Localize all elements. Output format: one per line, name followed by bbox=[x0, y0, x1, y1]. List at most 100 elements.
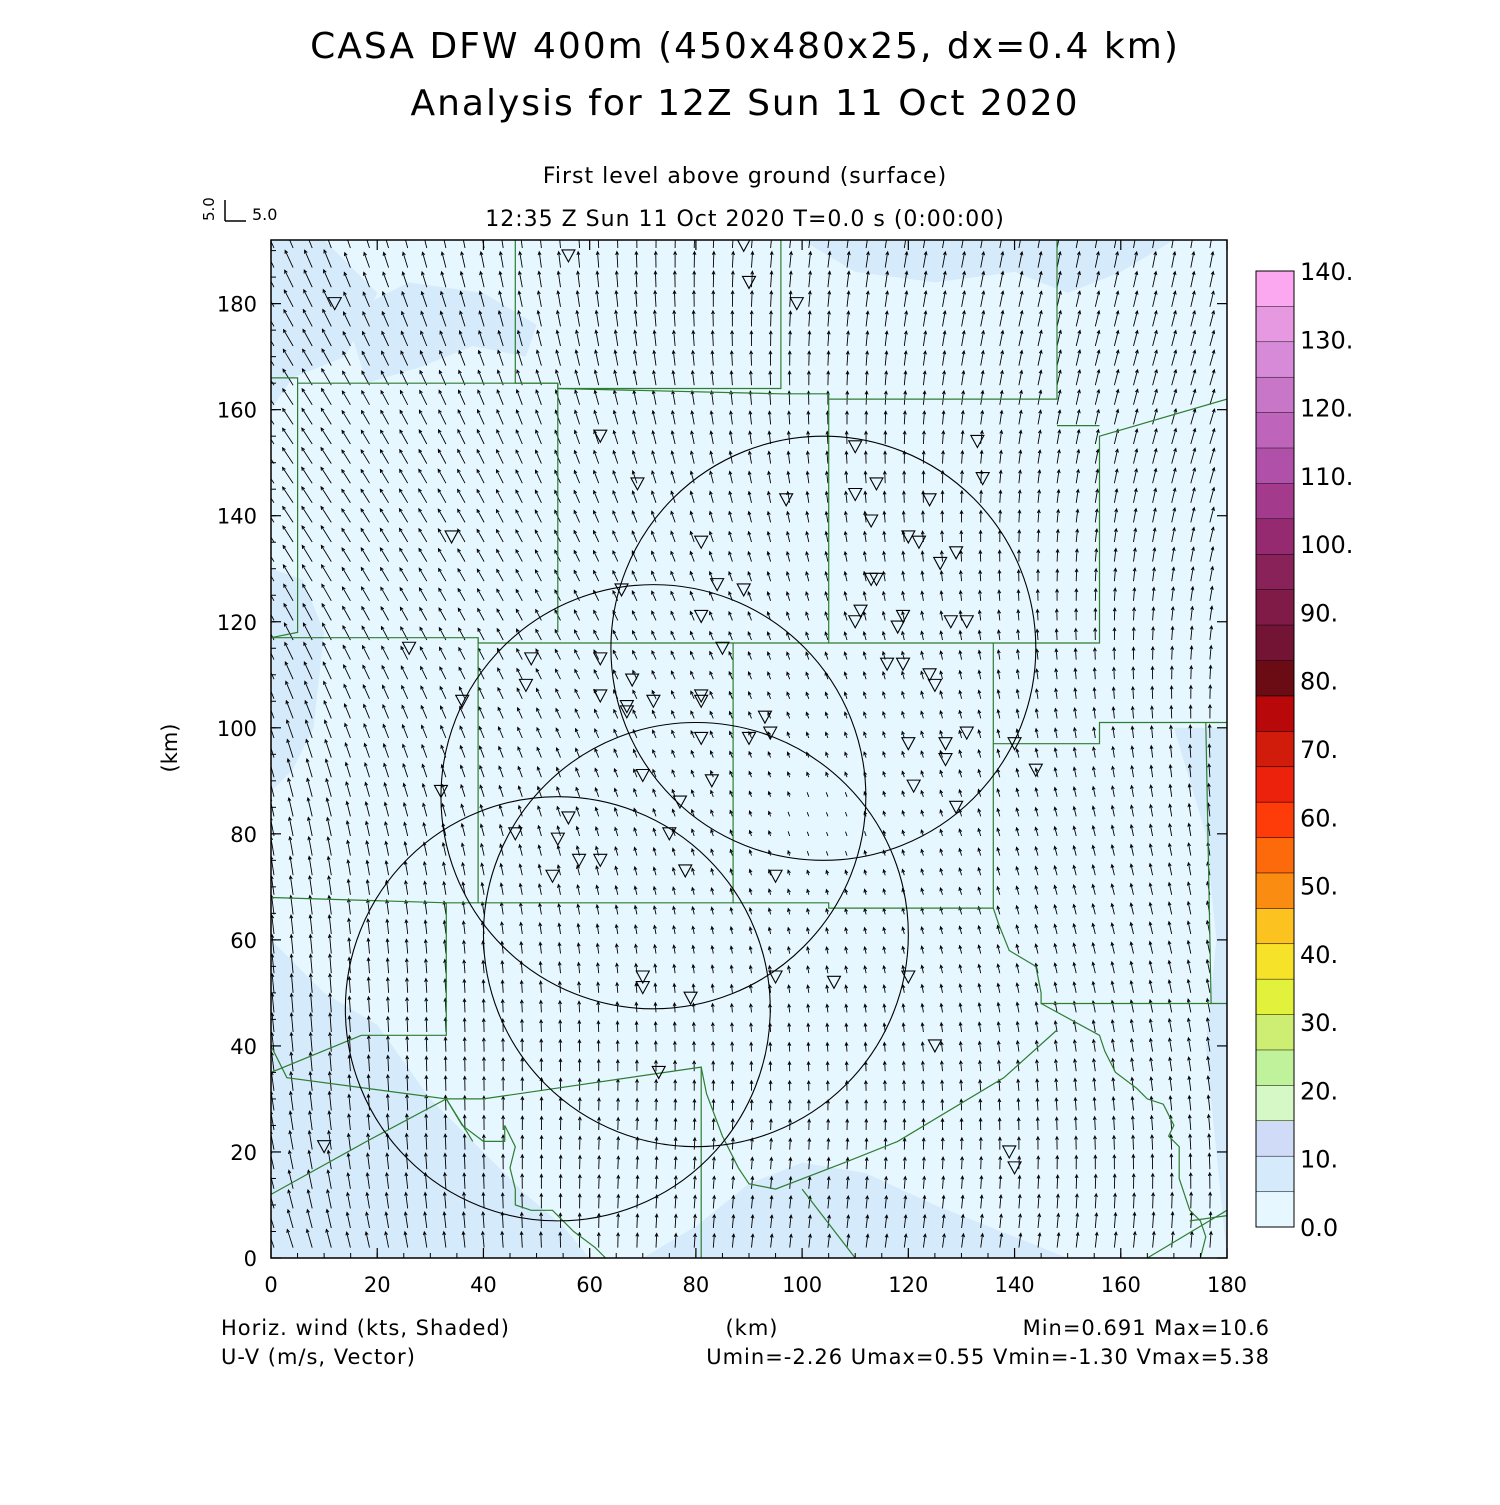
y-tick-label: 60 bbox=[230, 929, 257, 953]
colorbar-frame bbox=[1255, 270, 1295, 1228]
footer-uv-range: Umin=-2.26 Umax=0.55 Vmin=-1.30 Vmax=5.3… bbox=[706, 1345, 1270, 1369]
colorbar-swatch bbox=[1256, 589, 1294, 626]
x-tick-label: 140 bbox=[995, 1273, 1035, 1297]
station-marker bbox=[778, 493, 794, 507]
station-marker bbox=[1028, 763, 1044, 778]
station-marker bbox=[518, 678, 534, 693]
level-label: First level above ground (surface) bbox=[543, 164, 947, 189]
station-marker bbox=[672, 795, 688, 810]
x-tick-label: 180 bbox=[1207, 1273, 1247, 1297]
y-tick-label: 180 bbox=[217, 293, 257, 317]
station-marker bbox=[592, 652, 608, 667]
station-marker bbox=[853, 604, 868, 619]
county-boundary-line bbox=[993, 721, 1227, 745]
station-marker bbox=[938, 753, 953, 767]
colorbar-swatch bbox=[1256, 1191, 1294, 1228]
station-marker bbox=[677, 864, 693, 879]
colorbar-swatch bbox=[1256, 908, 1294, 945]
station-marker bbox=[614, 583, 629, 598]
vector-key-v-label: 5.0 bbox=[200, 197, 218, 221]
footer-vector-label: U-V (m/s, Vector) bbox=[221, 1345, 416, 1369]
station-marker bbox=[906, 779, 922, 794]
station-marker bbox=[762, 726, 778, 741]
station-marker bbox=[911, 535, 927, 550]
station-marker bbox=[683, 991, 699, 1006]
x-tick-label: 100 bbox=[782, 1273, 822, 1297]
station-marker bbox=[969, 434, 985, 449]
colorbar-swatch bbox=[1256, 1014, 1294, 1051]
colorbar-swatch bbox=[1256, 1120, 1294, 1157]
county-boundary-line bbox=[477, 637, 734, 904]
colorbar-label: 30. bbox=[1300, 1009, 1338, 1037]
station-marker bbox=[932, 556, 948, 571]
station-marker bbox=[1007, 737, 1022, 751]
station-marker bbox=[571, 853, 587, 868]
x-tick-label: 160 bbox=[1101, 1273, 1141, 1297]
station-marker bbox=[507, 827, 523, 841]
station-marker bbox=[592, 429, 608, 444]
county-boundary-line bbox=[271, 1098, 447, 1195]
station-marker bbox=[768, 970, 783, 985]
station-marker bbox=[454, 694, 470, 709]
station-marker bbox=[619, 700, 635, 714]
colorbar-swatch bbox=[1256, 412, 1294, 449]
station-marker bbox=[1007, 1161, 1022, 1176]
county-boundary-line bbox=[1040, 1002, 1207, 1258]
colorbar-swatch bbox=[1256, 1085, 1294, 1122]
colorbar-swatch bbox=[1256, 943, 1294, 980]
colorbar-label: 140. bbox=[1300, 258, 1353, 286]
y-tick-label: 0 bbox=[244, 1247, 257, 1271]
station-marker bbox=[736, 583, 752, 598]
station-marker bbox=[1001, 1145, 1017, 1160]
map-background bbox=[271, 240, 1227, 1258]
y-axis: 0 20 40 60 80 100 120 140 160 180 bbox=[217, 250, 1227, 1271]
radar-range-ring bbox=[344, 796, 771, 1222]
station-marker bbox=[847, 440, 863, 454]
footer-field-label: Horiz. wind (kts, Shaded) bbox=[221, 1316, 510, 1340]
station-marker bbox=[890, 620, 906, 635]
colorbar-swatch bbox=[1256, 695, 1294, 732]
station-marker bbox=[789, 297, 805, 311]
colorbar-swatch bbox=[1256, 837, 1294, 874]
station-marker bbox=[948, 800, 964, 815]
station-marker bbox=[922, 493, 938, 507]
station-marker bbox=[444, 530, 460, 545]
footer-min-max: Min=0.691 Max=10.6 bbox=[1023, 1316, 1270, 1340]
county-boundary-line bbox=[271, 377, 299, 639]
county-boundary-line bbox=[801, 1188, 856, 1258]
colorbar-swatch bbox=[1256, 979, 1294, 1016]
station-marker bbox=[943, 615, 959, 629]
county-boundaries bbox=[271, 240, 1227, 1258]
y-tick-label: 120 bbox=[217, 611, 257, 635]
station-marker bbox=[550, 832, 566, 847]
y-tick-label: 100 bbox=[217, 717, 257, 741]
time-label: 12:35 Z Sun 11 Oct 2020 T=0.0 s (0:00:00… bbox=[485, 207, 1005, 232]
station-marker bbox=[635, 981, 651, 995]
station-marker bbox=[693, 689, 709, 704]
y-tick-label: 40 bbox=[230, 1035, 257, 1059]
station-marker bbox=[922, 668, 938, 682]
station-marker bbox=[715, 641, 730, 656]
colorbar-swatch bbox=[1256, 1049, 1294, 1086]
wind-shade-patch bbox=[271, 939, 590, 1258]
y-axis-label: (km) bbox=[158, 723, 182, 772]
county-boundary-line bbox=[271, 902, 447, 1073]
station-marker bbox=[316, 1140, 332, 1154]
station-marker bbox=[757, 710, 773, 725]
station-marker bbox=[900, 970, 916, 985]
station-marker bbox=[624, 673, 640, 688]
colorbar-label: 60. bbox=[1300, 804, 1338, 832]
x-axis: 0 20 40 60 80 100 120 140 160 180 bbox=[264, 240, 1247, 1297]
county-boundary-line bbox=[446, 1066, 702, 1258]
colorbar-swatch bbox=[1256, 518, 1294, 555]
station-marker bbox=[959, 615, 975, 629]
colorbar-swatch bbox=[1256, 660, 1294, 697]
vector-key: 5.0 5.0 bbox=[200, 197, 277, 224]
x-tick-label: 120 bbox=[888, 1273, 928, 1297]
county-boundary-line bbox=[557, 240, 782, 390]
station-marker bbox=[959, 726, 975, 741]
colorbar-label: 80. bbox=[1300, 668, 1338, 696]
colorbar-swatch bbox=[1256, 872, 1294, 909]
colorbar-swatch bbox=[1256, 271, 1294, 308]
